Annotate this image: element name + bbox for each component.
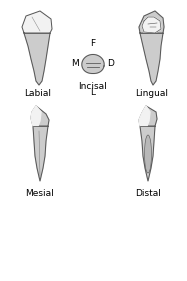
Text: Labial: Labial	[24, 89, 51, 98]
Polygon shape	[24, 33, 50, 85]
Text: M: M	[71, 60, 79, 69]
Text: F: F	[91, 39, 96, 48]
Polygon shape	[82, 55, 104, 74]
Polygon shape	[139, 106, 157, 126]
Polygon shape	[22, 11, 52, 33]
Text: D: D	[108, 60, 114, 69]
Polygon shape	[31, 106, 41, 126]
Text: Lingual: Lingual	[136, 89, 168, 98]
Text: Mesial: Mesial	[26, 189, 54, 198]
Polygon shape	[140, 126, 155, 181]
Polygon shape	[139, 11, 164, 33]
Text: Distal: Distal	[135, 189, 161, 198]
Polygon shape	[142, 17, 161, 33]
Polygon shape	[140, 33, 163, 85]
Polygon shape	[33, 126, 48, 181]
Text: Incisal: Incisal	[79, 82, 107, 91]
Polygon shape	[139, 106, 150, 126]
Ellipse shape	[145, 135, 151, 173]
Text: L: L	[91, 88, 96, 97]
Polygon shape	[31, 106, 49, 126]
